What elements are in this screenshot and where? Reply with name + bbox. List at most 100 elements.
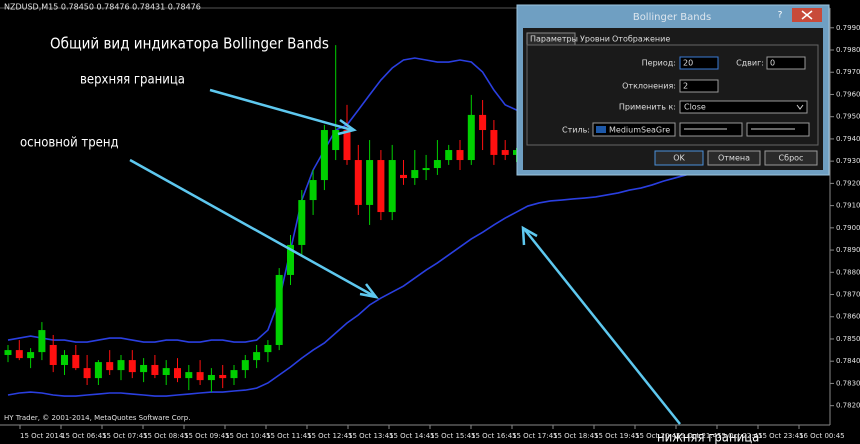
x-tick-label: 15 Oct 15:45 — [430, 432, 476, 440]
candle-body — [422, 168, 430, 171]
candle-body — [479, 114, 487, 131]
dialog-title: Bollinger Bands — [633, 12, 711, 23]
candle-body — [106, 362, 114, 371]
arrow-upper — [209, 88, 353, 132]
arrow-trend — [129, 158, 375, 298]
deviation-input[interactable] — [679, 79, 719, 93]
plot-area — [4, 45, 822, 397]
candle-body — [298, 200, 306, 245]
candle-body — [411, 170, 419, 179]
close-icon — [801, 10, 813, 20]
candle-body — [128, 360, 136, 373]
candle-body — [253, 352, 261, 361]
x-tick-label: 15 Oct 19:45 — [594, 432, 640, 440]
deviation-value[interactable]: 2 — [683, 82, 688, 91]
candle-body — [49, 344, 57, 365]
candle-body — [433, 160, 441, 169]
candle-body — [400, 174, 407, 179]
cancel-button[interactable] — [707, 150, 761, 166]
x-tick-label: 15 Oct 07:45 — [102, 432, 148, 440]
x-tick-label: 15 Oct 21:45 — [676, 432, 722, 440]
candle-body — [162, 368, 170, 375]
x-tick-label: 15 Oct 23:45 — [758, 432, 804, 440]
x-tick-label: 15 Oct 20:45 — [635, 432, 681, 440]
candle-body — [332, 130, 340, 151]
shift-value[interactable]: 0 — [770, 59, 775, 68]
candle-body — [196, 372, 204, 381]
arrow-head — [359, 283, 379, 299]
tab[interactable]: Параметры — [530, 35, 578, 44]
cancel-label[interactable]: Отмена — [718, 154, 750, 163]
candle-body — [140, 364, 148, 373]
arrow-head — [337, 118, 357, 136]
period-value[interactable]: 20 — [683, 59, 693, 68]
candle-body — [490, 130, 498, 155]
candle-body — [27, 352, 35, 359]
annotation-title: Общий вид индикатора Bollinger Bands — [50, 35, 329, 53]
x-tick-label: 15 Oct 11:45 — [266, 432, 312, 440]
dialog-body — [523, 28, 823, 170]
ok-label[interactable]: OK — [673, 154, 685, 163]
style-value[interactable]: MediumSeaGre — [609, 126, 670, 135]
candle-body — [287, 244, 294, 275]
x-tick-label: 15 Oct 12:45 — [307, 432, 353, 440]
apply-select[interactable] — [679, 100, 808, 114]
candle-body — [83, 368, 91, 379]
y-tick-label: 0.79900 — [836, 24, 860, 32]
candle-body — [185, 372, 193, 379]
apply-label: Применить к: — [619, 103, 676, 112]
x-tick-label: 15 Oct 06:45 — [61, 432, 107, 440]
x-tick-label: 16 Oct 00:45 — [799, 432, 845, 440]
candle-body — [343, 130, 351, 161]
footer: HY Trader, © 2001-2014, MetaQuotes Softw… — [4, 414, 190, 422]
candle-body — [207, 374, 215, 381]
arrows — [129, 88, 681, 425]
candle-body — [264, 344, 272, 353]
shift-input[interactable] — [766, 56, 806, 70]
candle-body — [456, 150, 464, 161]
candle-body — [354, 160, 362, 205]
tab-panel — [526, 44, 819, 146]
candle-body — [15, 350, 23, 359]
deviation-label: Отклонения: — [622, 82, 676, 91]
x-tick-label: 15 Oct 16:45 — [471, 432, 517, 440]
x-tick-label: 15 Oct 09:45 — [184, 432, 230, 440]
candle-body — [309, 180, 317, 201]
tab[interactable]: Уровни — [580, 35, 610, 44]
help-button[interactable]: ? — [778, 11, 783, 21]
candle-body — [501, 150, 509, 155]
reset-button[interactable] — [764, 150, 818, 166]
reset-label[interactable]: Сброс — [779, 154, 804, 163]
shift-label: Сдвиг: — [736, 59, 764, 68]
candle-body — [445, 150, 453, 161]
candle-body — [117, 360, 125, 371]
candle-body — [219, 374, 227, 379]
apply-value[interactable]: Close — [684, 103, 706, 112]
arrow-head — [521, 225, 538, 246]
x-tick-label: 15 Oct 18:45 — [553, 432, 599, 440]
candle-body — [230, 370, 238, 379]
annotation-lower: нижняя граница — [657, 431, 759, 444]
candle-body — [151, 364, 159, 375]
candle-body — [94, 362, 102, 379]
style-select[interactable] — [592, 122, 676, 137]
period-input[interactable] — [679, 56, 719, 70]
candle-body — [366, 160, 374, 205]
x-tick-label: 15 Oct 10:45 — [225, 432, 271, 440]
dropdown-arrow — [796, 104, 804, 110]
candle-body — [174, 368, 181, 379]
ok-button[interactable] — [654, 150, 704, 166]
tab[interactable]: Отображение — [612, 35, 670, 44]
